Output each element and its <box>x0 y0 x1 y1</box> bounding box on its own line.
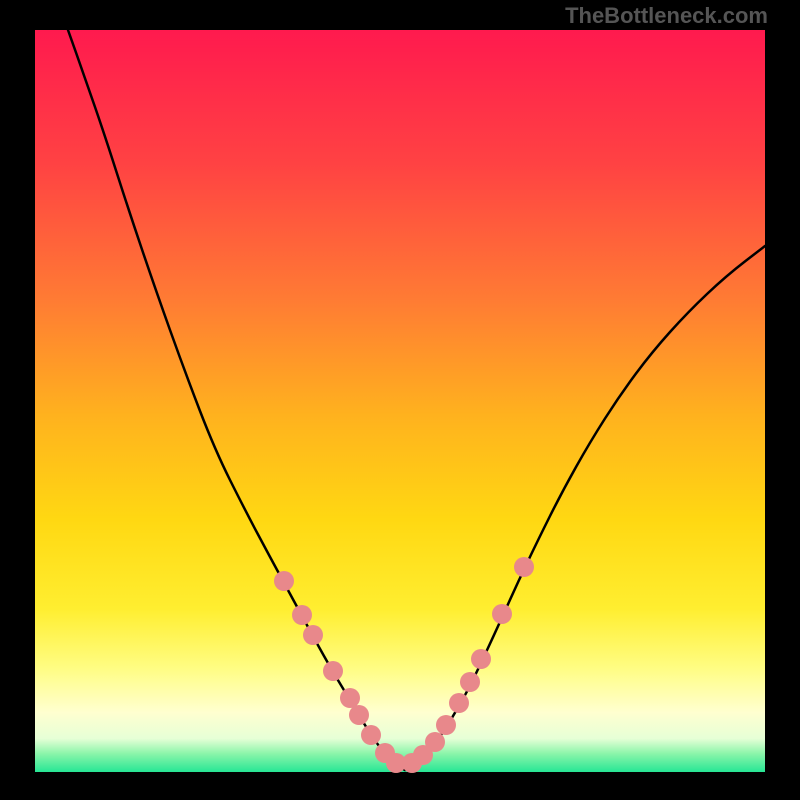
data-point-marker <box>436 715 456 735</box>
data-point-marker <box>449 693 469 713</box>
data-point-marker <box>460 672 480 692</box>
data-point-marker <box>471 649 491 669</box>
data-point-marker <box>303 625 323 645</box>
data-point-marker <box>292 605 312 625</box>
data-point-marker <box>361 725 381 745</box>
data-point-marker <box>425 732 445 752</box>
data-point-marker <box>274 571 294 591</box>
data-point-marker <box>492 604 512 624</box>
data-point-marker <box>340 688 360 708</box>
data-point-marker <box>323 661 343 681</box>
plot-area <box>35 30 765 772</box>
watermark-label: TheBottleneck.com <box>565 3 768 29</box>
data-point-markers <box>35 30 765 772</box>
data-point-marker <box>514 557 534 577</box>
data-point-marker <box>349 705 369 725</box>
